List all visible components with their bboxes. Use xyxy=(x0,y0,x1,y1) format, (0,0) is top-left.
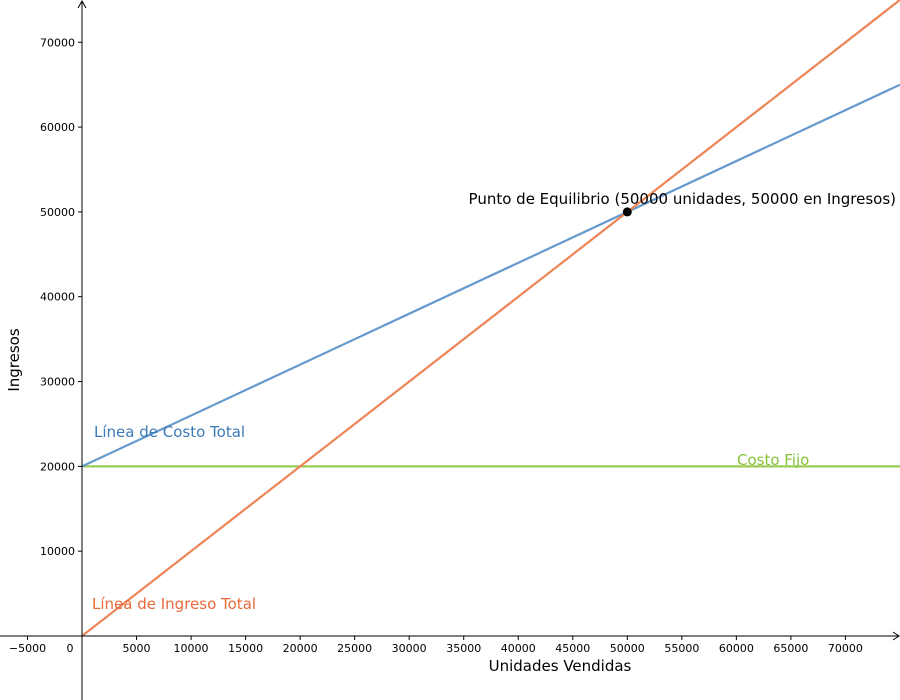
x-tick-label: 60000 xyxy=(719,642,754,655)
series-line-costo-total xyxy=(81,83,900,468)
x-tick-label: 55000 xyxy=(664,642,699,655)
x-axis-arrow-icon xyxy=(892,631,900,641)
x-tick-label: 45000 xyxy=(555,642,590,655)
y-tick-label: 30000 xyxy=(40,376,75,389)
x-tick-label: 10000 xyxy=(174,642,209,655)
y-tick-label: 10000 xyxy=(40,545,75,558)
y-axis-arrow-icon xyxy=(77,0,87,9)
series-line-ingreso-total xyxy=(81,0,900,637)
series-layer xyxy=(81,0,900,637)
y-tick-label: 60000 xyxy=(40,121,75,134)
x-tick-label: 35000 xyxy=(446,642,481,655)
x-tick-label: 25000 xyxy=(337,642,372,655)
x-axis-title: Unidades Vendidas xyxy=(489,657,632,675)
x-tick-label: 40000 xyxy=(501,642,536,655)
y-tick-label: 20000 xyxy=(40,460,75,473)
ticks-layer: −5000 0 5000 10000 15000 20000 25000 30000 35000… xyxy=(9,36,863,655)
x-tick-label: 5000 xyxy=(123,642,151,655)
x-tick-label: 65000 xyxy=(773,642,808,655)
series-label-ingreso-total: Línea de Ingreso Total xyxy=(92,595,256,613)
labels-layer: Unidades Vendidas Ingresos Línea de Cost… xyxy=(5,190,896,675)
x-tick-label: 0 xyxy=(67,642,74,655)
y-axis-title: Ingresos xyxy=(5,328,23,392)
x-tick-label: 50000 xyxy=(610,642,645,655)
y-tick-label: 40000 xyxy=(40,291,75,304)
x-tick-label: 30000 xyxy=(392,642,427,655)
break-even-point xyxy=(622,207,632,217)
x-tick-label: 15000 xyxy=(228,642,263,655)
series-label-costo-total: Línea de Costo Total xyxy=(94,423,245,441)
y-tick-label: 70000 xyxy=(40,36,75,49)
x-tick-label: 70000 xyxy=(828,642,863,655)
x-tick-label: 20000 xyxy=(283,642,318,655)
x-tick-label: −5000 xyxy=(9,642,46,655)
y-tick-label: 50000 xyxy=(40,206,75,219)
break-even-label: Punto de Equilibrio (50000 unidades, 500… xyxy=(469,190,896,208)
series-label-costo-fijo: Costo Fijo xyxy=(737,451,809,469)
